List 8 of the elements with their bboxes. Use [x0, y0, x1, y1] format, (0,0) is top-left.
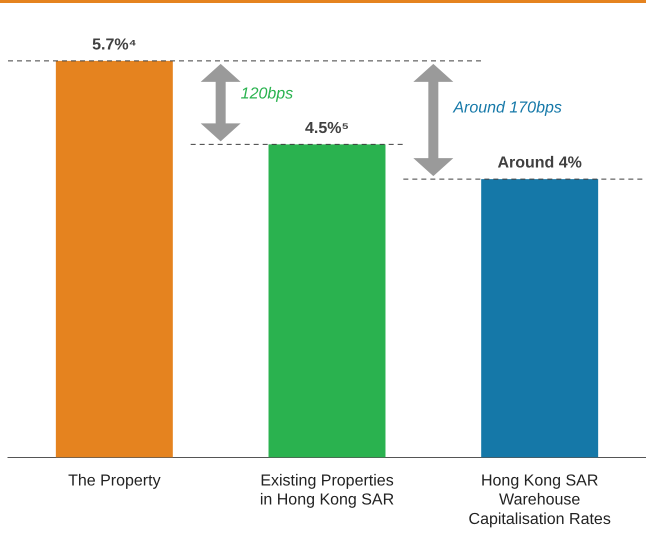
data-label: 4.5%⁵	[305, 120, 349, 137]
x-tick-label: Existing Properties in Hong Kong SAR	[260, 472, 394, 509]
data-label: 5.7%⁴	[92, 36, 137, 54]
x-tick-label: Hong Kong SAR Warehouse Capitalisation Rates	[468, 472, 611, 528]
annotation: Around 170bps	[452, 100, 562, 117]
annotation: 120bps	[240, 86, 294, 103]
data-label: Around 4%	[497, 154, 582, 172]
x-tick-label: The Property	[68, 472, 161, 490]
